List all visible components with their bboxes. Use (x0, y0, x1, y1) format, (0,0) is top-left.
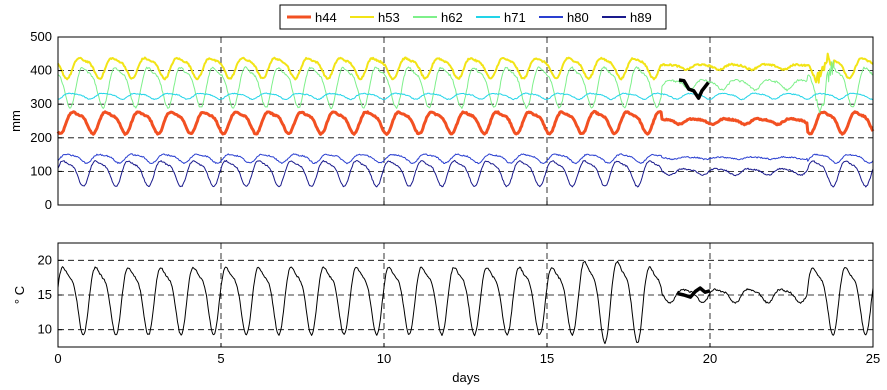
top-ticks: 0 100 200 300 400 500 (30, 29, 874, 212)
bottom-highlight-line (677, 286, 711, 299)
bottom-y-tick-label: 15 (38, 287, 52, 302)
top-y-tick-label: 300 (30, 96, 52, 111)
legend-label: h89 (630, 10, 652, 25)
top-panel: 0 100 200 300 400 500 mm (8, 29, 875, 212)
bottom-y-tick-label: 20 (38, 252, 52, 267)
legend: h44 h53 h62 h71 h80 h89 (279, 4, 667, 30)
series-line-h53 (57, 52, 874, 84)
top-y-tick-label: 400 (30, 63, 52, 78)
series-line-h80 (57, 153, 874, 165)
top-series (56, 52, 875, 188)
legend-entry-h89: h89 (602, 10, 652, 25)
x-tick-label: 20 (703, 351, 717, 366)
x-tick-label: 10 (377, 351, 391, 366)
x-tick-label: 0 (54, 351, 61, 366)
bottom-series-line (57, 260, 874, 345)
top-y-tick-label: 500 (30, 29, 52, 44)
top-plot-frame (57, 36, 874, 206)
top-y-axis-title: mm (8, 110, 23, 132)
bottom-x-axis-title: days (452, 370, 480, 385)
series-line-h71 (57, 92, 874, 101)
series-line-h44 (56, 109, 875, 136)
series-line-h89 (57, 159, 874, 188)
legend-box (279, 4, 667, 30)
bottom-grid (58, 243, 873, 347)
top-y-tick-label: 100 (30, 163, 52, 178)
legend-label: h62 (441, 10, 463, 25)
bottom-ticks: 0 5 10 15 20 25 10 15 20 (38, 252, 881, 366)
bottom-y-axis-title: ° C (12, 286, 27, 304)
top-highlight-line (678, 78, 710, 100)
legend-label: h71 (504, 10, 526, 25)
legend-label: h53 (378, 10, 400, 25)
legend-entry-h53: h53 (350, 10, 400, 25)
legend-label: h80 (567, 10, 589, 25)
legend-entry-h62: h62 (413, 10, 463, 25)
x-tick-label: 25 (866, 351, 880, 366)
x-tick-label: 15 (540, 351, 554, 366)
top-y-tick-label: 200 (30, 130, 52, 145)
x-tick-label: 5 (217, 351, 224, 366)
legend-entry-h80: h80 (539, 10, 589, 25)
legend-label: h44 (315, 10, 337, 25)
bottom-series (57, 260, 874, 345)
series-line-h62 (57, 60, 874, 114)
bottom-panel: 0 5 10 15 20 25 10 15 20 ° C days (12, 242, 881, 385)
bottom-y-tick-label: 10 (38, 322, 52, 337)
legend-entry-h71: h71 (476, 10, 526, 25)
top-grid (58, 37, 873, 205)
legend-entry-h44: h44 (287, 10, 337, 25)
top-y-tick-label: 0 (45, 197, 52, 212)
